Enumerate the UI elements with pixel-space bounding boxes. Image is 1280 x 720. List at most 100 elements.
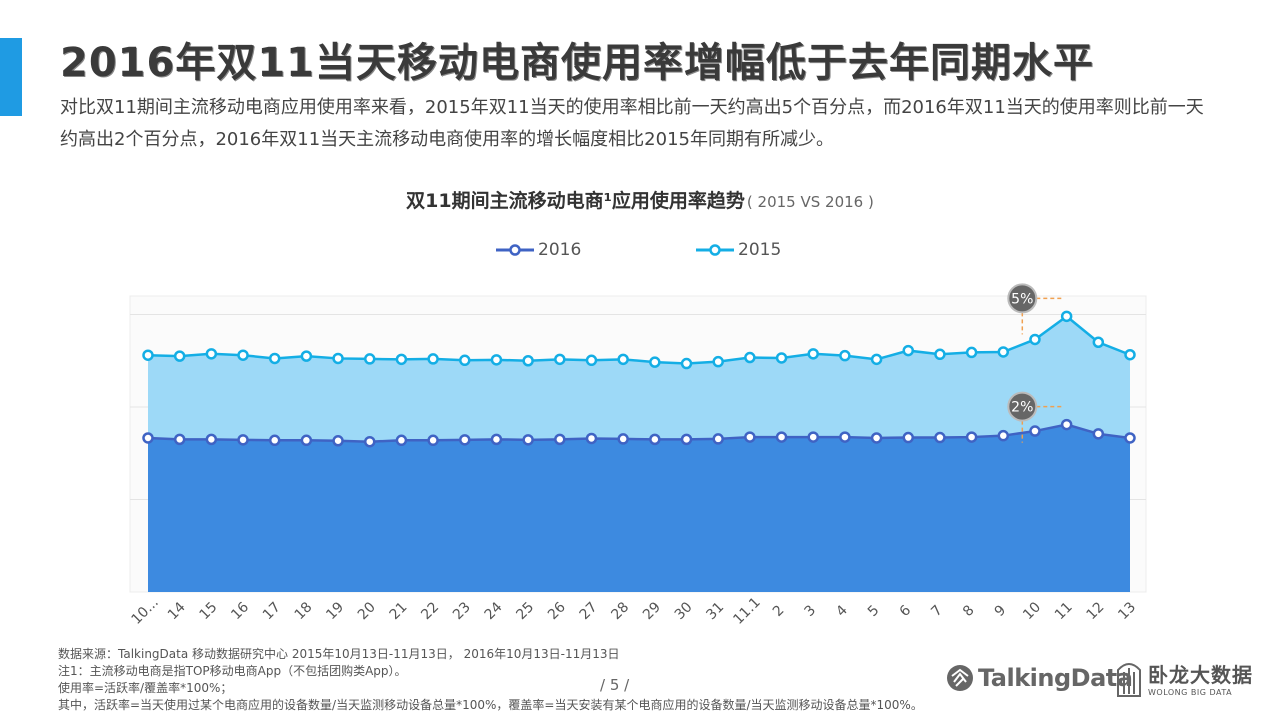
x-tick-label: 3 [802, 602, 820, 620]
point-2015 [775, 352, 788, 364]
page-number: / 5 / [600, 676, 630, 694]
point-2015 [522, 355, 534, 367]
legend-marker-2015 [696, 244, 734, 256]
point-2016 [459, 434, 471, 446]
point-2016 [649, 433, 661, 446]
talkingdata-logo: TalkingData [946, 664, 1133, 692]
point-2016 [332, 435, 344, 447]
point-2016 [363, 435, 376, 448]
x-tick-label: 28 [608, 599, 632, 623]
point-2016 [522, 434, 534, 446]
legend-label-2016: 2016 [538, 240, 582, 260]
point-2015 [680, 357, 693, 370]
annotation-label: 5% [1011, 291, 1033, 307]
footnote-source: 数据来源：TalkingData 移动数据研究中心 2015年10月13日-11… [58, 647, 620, 661]
x-tick-label: 15 [197, 599, 221, 623]
point-2016 [268, 434, 281, 447]
point-2016 [680, 433, 693, 446]
x-tick-label: 10... [128, 594, 161, 627]
x-tick-label: 18 [292, 599, 316, 623]
point-2016 [395, 434, 408, 447]
point-2015 [395, 353, 408, 366]
point-2016 [1060, 418, 1073, 431]
x-tick-label: 2 [770, 602, 788, 620]
point-2016 [902, 431, 915, 444]
chart-title: 双11期间主流移动电商¹应用使用率趋势 [406, 190, 745, 212]
point-2016 [237, 434, 249, 446]
x-tick-label: 26 [545, 599, 569, 623]
point-2016 [965, 431, 978, 443]
x-tick-label: 11 [1052, 599, 1076, 623]
x-tick-label: 29 [640, 599, 664, 623]
legend-marker-2016 [496, 244, 534, 256]
x-tick-label: 9 [992, 602, 1010, 620]
talkingdata-logo-text: TalkingData [978, 664, 1133, 692]
page-description: 对比双11期间主流移动电商应用使用率来看，2015年双11当天的使用率相比前一天… [60, 97, 1204, 150]
wolong-logo: 卧龙大数据 WOLONG BIG DATA [1116, 658, 1253, 698]
x-tick-label: 6 [897, 602, 915, 620]
x-tick-label: 5 [865, 602, 883, 620]
point-2016 [142, 432, 154, 444]
point-2015 [332, 352, 344, 365]
x-tick-label: 12 [1084, 599, 1108, 623]
point-2015 [839, 349, 851, 362]
page-title: 2016年双11当天移动电商使用率增幅低于去年同期水平 [60, 40, 1094, 86]
point-2015 [902, 344, 915, 357]
x-tick-label: 25 [513, 599, 537, 623]
wolong-logo-cn: 卧龙大数据 [1148, 663, 1253, 687]
point-2015 [142, 349, 154, 361]
point-2016 [1092, 428, 1105, 440]
point-2015 [617, 353, 629, 366]
footnote-definitions: 其中，活跃率=当天使用过某个电商应用的设备数量/当天监测移动设备总量*100%，… [58, 698, 923, 712]
x-tick-label: 19 [323, 599, 347, 623]
point-2016 [997, 429, 1010, 442]
point-2015 [300, 350, 313, 362]
x-tick-label: 7 [928, 602, 946, 620]
chart-title-block: 双11期间主流移动电商¹应用使用率趋势( 2015 VS 2016 ) [0, 186, 1280, 213]
x-tick-label: 24 [482, 599, 506, 623]
x-tick-label: 4 [833, 602, 851, 620]
point-2015 [268, 352, 281, 365]
x-tick-label: 10 [1020, 599, 1044, 623]
annotation-badge [1007, 283, 1038, 314]
footnote-formula: 使用率=活跃率/覆盖率*100%； [58, 681, 233, 695]
x-tick-label: 27 [577, 599, 601, 623]
point-2016 [1124, 432, 1136, 444]
point-2016 [205, 433, 218, 446]
point-2015 [363, 353, 376, 365]
point-2015 [649, 356, 661, 368]
point-2016 [775, 431, 788, 443]
x-tick-label: 17 [260, 599, 284, 623]
point-2016 [839, 431, 851, 443]
point-2016 [934, 431, 946, 444]
point-2016 [870, 432, 883, 444]
x-tick-label: 21 [387, 599, 411, 623]
point-2016 [554, 433, 566, 446]
point-2016 [1029, 425, 1041, 437]
x-tick-label: 31 [703, 599, 727, 623]
x-tick-label: 22 [418, 599, 442, 623]
chart-subtitle: ( 2015 VS 2016 ) [746, 193, 874, 211]
legend-label-2015: 2015 [738, 240, 782, 260]
point-2015 [554, 353, 566, 366]
x-tick-label: 11.1 [730, 594, 763, 627]
point-2015 [427, 353, 439, 365]
x-tick-label: 8 [960, 602, 978, 620]
point-2016 [744, 431, 756, 443]
point-2016 [807, 431, 819, 443]
x-tick-label: 23 [450, 599, 474, 623]
annotation-badge [1007, 391, 1038, 422]
wolong-logo-en: WOLONG BIG DATA [1148, 688, 1233, 697]
point-2016 [712, 433, 724, 445]
point-2015 [807, 348, 819, 360]
point-2016 [585, 432, 598, 445]
legend-item-2016: 2016 [496, 240, 581, 260]
point-2015 [997, 346, 1010, 358]
footnote-1: 注1：主流移动电商是指TOP移动电商App（不包括团购类App）。 [58, 664, 407, 678]
x-tick-label: 16 [228, 599, 252, 623]
wolong-logo-icon [1117, 663, 1141, 697]
x-tick-label: 13 [1115, 599, 1139, 623]
chart-legend: 2016 2015 [0, 240, 1280, 264]
point-2015 [934, 348, 946, 361]
